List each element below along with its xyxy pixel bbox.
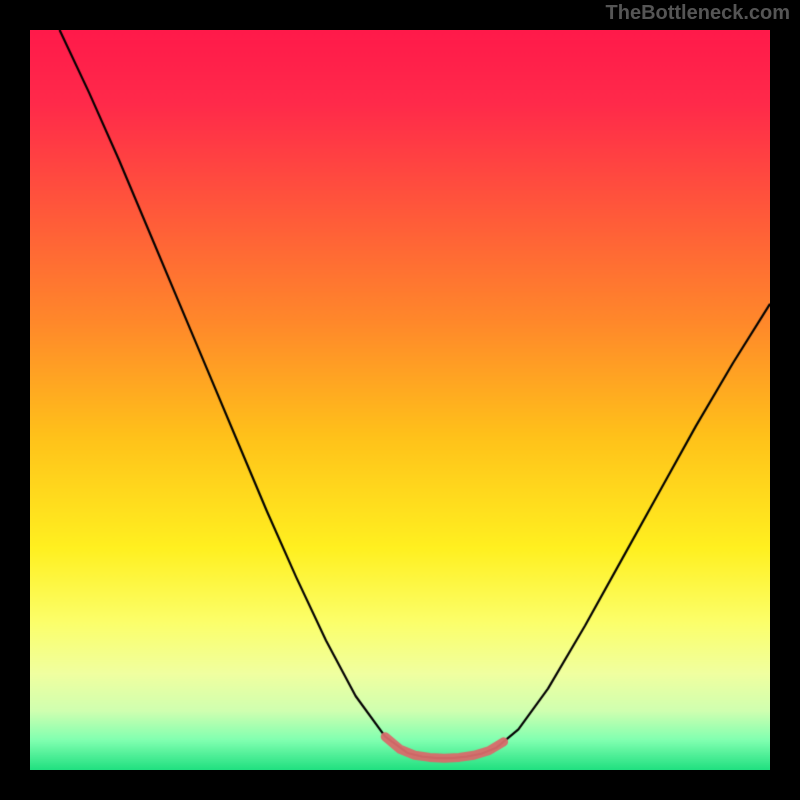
curve-layer: [30, 30, 770, 770]
chart-container: TheBottleneck.com: [0, 0, 800, 800]
watermark-text: TheBottleneck.com: [606, 2, 790, 25]
plot-area: [30, 30, 770, 770]
